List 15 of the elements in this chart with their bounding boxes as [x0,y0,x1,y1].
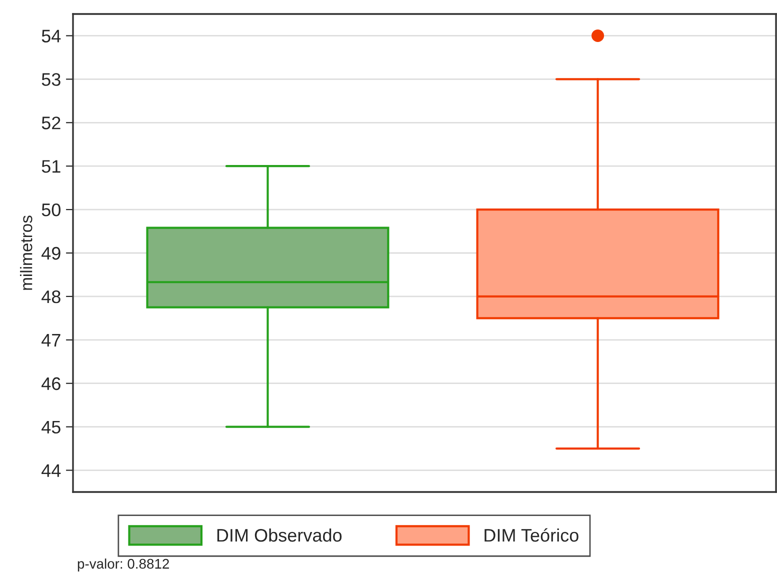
legend-label: DIM Teórico [484,528,578,542]
y-tick-label: 51 [42,160,60,173]
y-tick-label: 47 [42,334,60,346]
y-tick-label: 49 [42,246,60,260]
y-tick-label: 45 [42,420,60,434]
text: p-valor: 0.8812 [78,558,169,572]
y-tick-label: 46 [42,377,60,390]
y-tick-label: 53 [42,73,60,86]
y-tick-label: 44 [42,464,61,477]
y-tick-label: 50 [42,203,60,216]
legend-label: DIM Observado [217,528,342,542]
y-axis-title: milimetros [20,216,32,290]
y-tick-label: 54 [42,30,61,42]
y-tick-label: 48 [42,290,60,304]
y-tick-label: 52 [42,116,60,130]
